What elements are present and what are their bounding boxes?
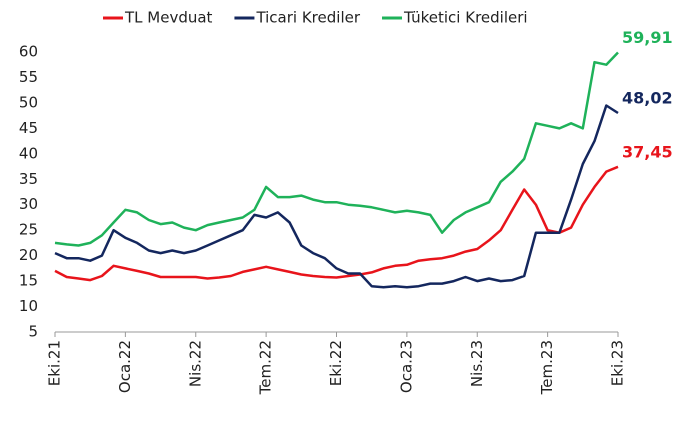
- y-tick-label: 45: [19, 119, 38, 137]
- series-line: [54, 165, 619, 282]
- x-tick-label: Eki.21: [46, 340, 64, 386]
- legend-label: Ticari Krediler: [255, 9, 360, 27]
- y-tick-label: 30: [19, 195, 38, 213]
- y-tick-label: 55: [19, 68, 38, 86]
- x-tick-label: Oca.23: [397, 340, 415, 393]
- series-line: [54, 51, 619, 247]
- x-tick-label: Nis.22: [186, 340, 204, 387]
- x-tick-label: Nis.23: [468, 340, 486, 387]
- value-label: 59,91: [622, 28, 673, 47]
- y-tick-label: 5: [28, 323, 38, 341]
- x-tick-label: Tem.22: [257, 340, 275, 395]
- series-line: [54, 104, 619, 289]
- y-tick-label: 25: [19, 221, 38, 239]
- y-tick-label: 15: [19, 272, 38, 290]
- x-tick-label: Eki.22: [327, 340, 345, 386]
- y-tick-label: 10: [19, 297, 38, 315]
- legend-label: TL Mevduat: [124, 9, 213, 27]
- y-tick-label: 60: [19, 43, 38, 61]
- y-tick-label: 35: [19, 170, 38, 188]
- y-tick-label: 50: [19, 93, 38, 111]
- legend-label: Tüketici Kredileri: [403, 9, 528, 27]
- x-tick-label: Oca.22: [116, 340, 134, 393]
- x-tick-label: Tem.23: [538, 340, 556, 395]
- value-label: 48,02: [622, 88, 673, 107]
- x-tick-label: Eki.23: [609, 340, 627, 386]
- value-label: 37,45: [622, 142, 673, 161]
- y-tick-label: 40: [19, 144, 38, 162]
- y-tick-label: 20: [19, 246, 38, 264]
